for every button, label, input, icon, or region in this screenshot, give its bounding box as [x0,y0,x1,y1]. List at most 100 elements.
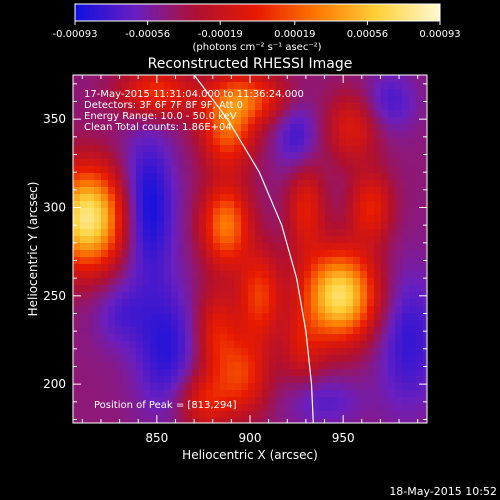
heatmap-cell [108,124,116,132]
heatmap-cell [150,152,158,160]
heatmap-cell [423,180,427,188]
heatmap-cell [129,334,137,342]
heatmap-cell [178,327,186,335]
heatmap-cell [213,292,221,300]
heatmap-cell [360,313,368,321]
heatmap-cell [402,320,410,328]
heatmap-cell [220,320,228,328]
heatmap-cell [136,117,144,125]
heatmap-cell [87,201,95,209]
heatmap-cell [150,264,158,272]
heatmap-cell [409,362,417,370]
heatmap-cell [395,138,403,146]
heatmap-cell [388,264,396,272]
heatmap-cell [199,145,207,153]
heatmap-cell [234,152,242,160]
heatmap-cell [185,124,193,132]
heatmap-cell [423,96,427,104]
heatmap-cell [297,327,305,335]
heatmap-cell [297,138,305,146]
heatmap-cell [381,369,389,377]
heatmap-cell [388,103,396,111]
colorbar-cell [380,4,383,21]
colorbar-cell [225,4,228,21]
heatmap-cell [234,278,242,286]
heatmap-cell [178,131,186,139]
heatmap-cell [143,222,151,230]
heatmap-cell [339,369,347,377]
heatmap-cell [178,411,186,419]
heatmap-cell [122,89,130,97]
heatmap-cell [185,159,193,167]
heatmap-cell [94,110,102,118]
heatmap-cell [360,404,368,412]
heatmap-cell [213,355,221,363]
heatmap-cell [311,383,319,391]
heatmap-cell [227,138,235,146]
heatmap-cell [227,236,235,244]
heatmap-cell [276,320,284,328]
heatmap-cell [234,222,242,230]
heatmap-cell [171,187,179,195]
heatmap-cell [108,355,116,363]
heatmap-cell [101,355,109,363]
heatmap-cell [185,383,193,391]
heatmap-cell [283,222,291,230]
heatmap-cell [129,82,137,90]
heatmap-cell [402,376,410,384]
heatmap-cell [290,187,298,195]
heatmap-cell [353,299,361,307]
heatmap-cell [192,236,200,244]
heatmap-cell [276,110,284,118]
heatmap-cell [192,362,200,370]
heatmap-cell [164,355,172,363]
heatmap-cell [227,397,235,405]
heatmap-cell [262,299,270,307]
heatmap-cell [381,110,389,118]
heatmap-cell [255,257,263,265]
heatmap-cell [423,299,427,307]
colorbar-cell [352,4,356,21]
heatmap-cell [220,390,228,398]
heatmap-cell [143,75,151,83]
heatmap-cell [402,243,410,251]
heatmap-cell [248,187,256,195]
heatmap-cell [276,159,284,167]
heatmap-cell [374,264,382,272]
heatmap-cell [388,397,396,405]
heatmap-cell [108,138,116,146]
heatmap-cell [297,278,305,286]
heatmap-cell [416,82,424,90]
heatmap-cell [276,411,284,419]
heatmap-cell [122,418,130,423]
heatmap-cell [199,341,207,349]
heatmap-cell [199,348,207,356]
heatmap-cell [269,222,277,230]
heatmap-cell [304,271,312,279]
heatmap-cell [388,166,396,174]
heatmap-cell [178,159,186,167]
heatmap-cell [178,397,186,405]
heatmap-cell [388,124,396,132]
x-tick-label: 850 [145,431,168,445]
colorbar-cell [405,4,408,21]
colorbar-cell [210,4,213,21]
colorbar-cell [412,4,416,21]
heatmap-cell [360,208,368,216]
heatmap-cell [185,355,193,363]
heatmap-cell [178,341,186,349]
annotation-clean-counts: Clean Total counts: 1.86E+04 [84,122,232,133]
heatmap-cell [87,208,95,216]
heatmap-cell [360,173,368,181]
heatmap-cell [115,250,123,258]
plot-area [73,75,427,423]
heatmap-cell [108,201,116,209]
heatmap-cell [416,89,424,97]
heatmap-cell [346,131,354,139]
heatmap-cell [381,306,389,314]
heatmap-cell [178,222,186,230]
heatmap-cell [290,411,298,419]
heatmap-cell [241,397,249,405]
heatmap-cell [87,215,95,223]
heatmap-cell [101,327,109,335]
